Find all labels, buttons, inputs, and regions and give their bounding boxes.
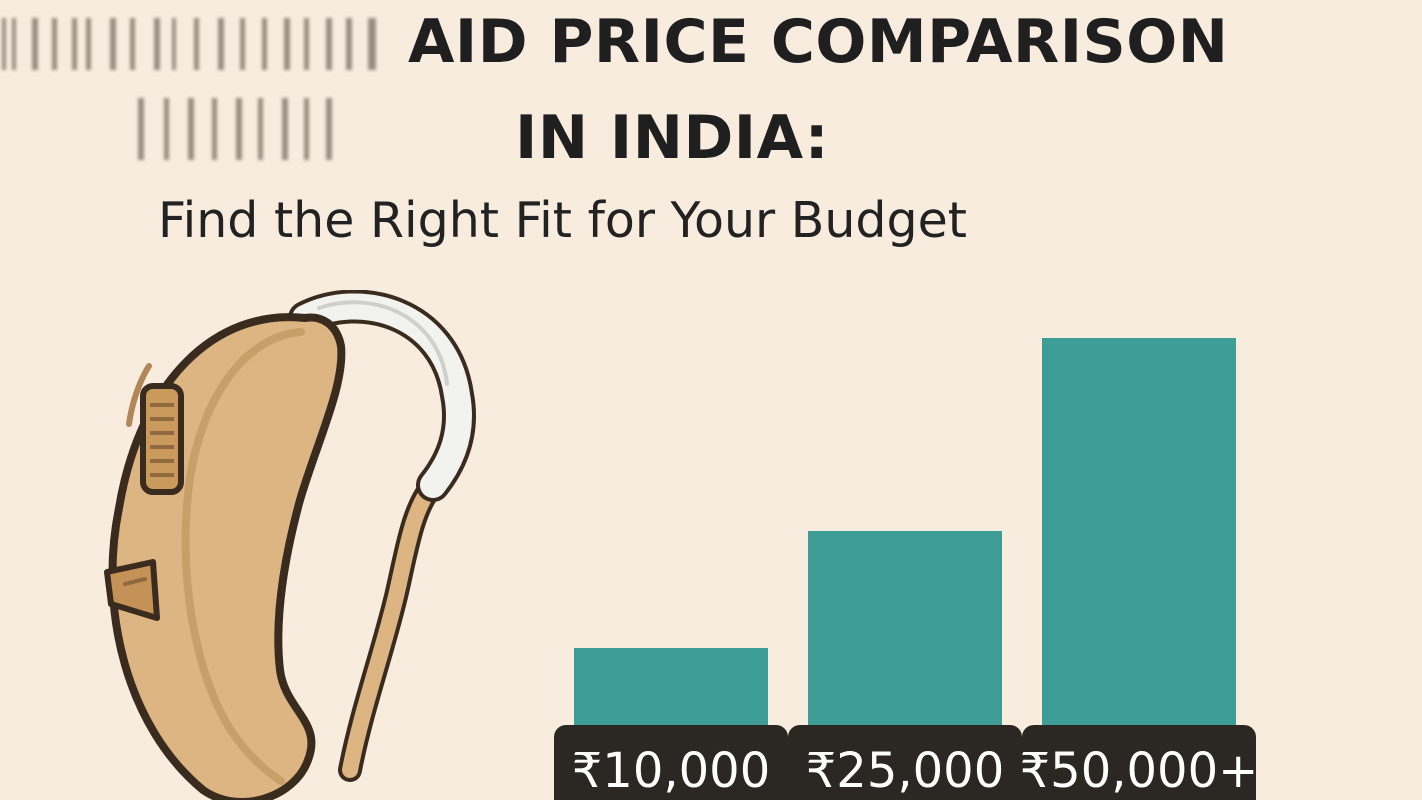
- blurred-watermark: [2, 18, 376, 160]
- title-line-2: IN INDIA:: [515, 103, 830, 173]
- price-label-2: ₹25,000: [806, 743, 1005, 799]
- price-label-background-1: [554, 725, 788, 800]
- price-bar-chart: ₹10,000 ₹25,000 ₹50,000+: [554, 338, 1259, 800]
- hearing-aid-icon: [104, 290, 476, 800]
- price-label-3: ₹50,000+: [1020, 743, 1259, 799]
- bar-2: [808, 531, 1002, 725]
- bar-3: [1042, 338, 1236, 725]
- subtitle: Find the Right Fit for Your Budget: [158, 192, 967, 249]
- price-label-background-2: [788, 725, 1022, 800]
- price-label-1: ₹10,000: [572, 743, 771, 799]
- price-label-background-3: [1022, 725, 1256, 800]
- bar-1: [574, 648, 768, 725]
- title-line-1: AID PRICE COMPARISON: [408, 7, 1229, 77]
